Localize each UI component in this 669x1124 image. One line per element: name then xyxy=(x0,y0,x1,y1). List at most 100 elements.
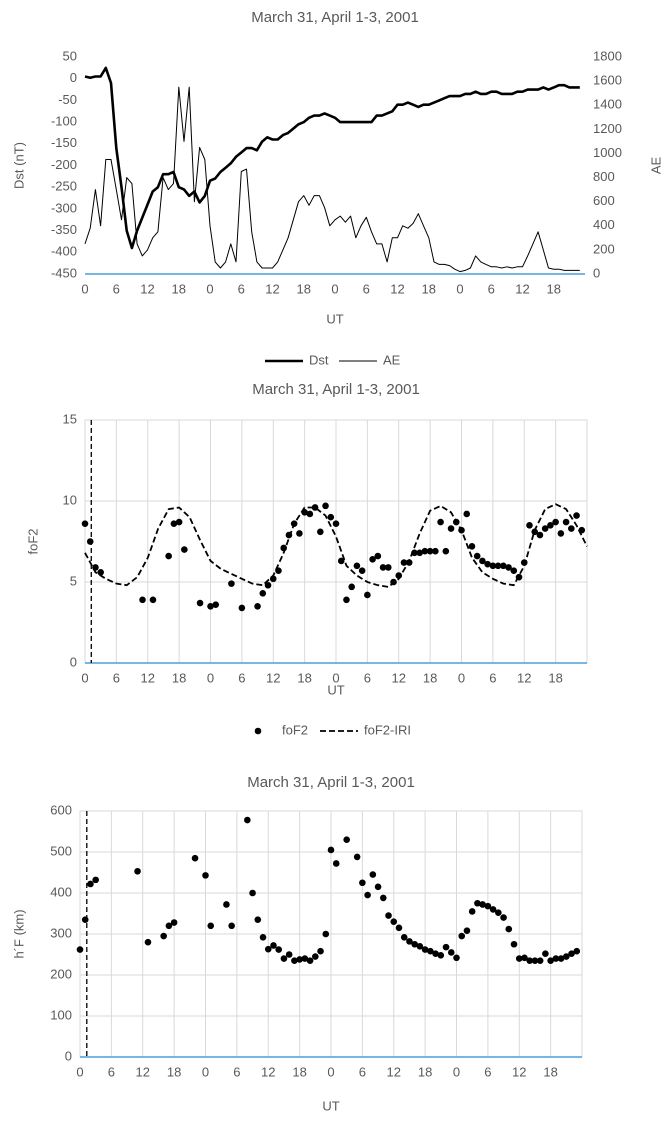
data-point xyxy=(139,596,146,604)
data-point xyxy=(379,564,387,571)
x-tick-label: 0 xyxy=(202,1064,209,1079)
data-point xyxy=(228,922,235,930)
y2-tick-label: 0 xyxy=(593,265,600,280)
data-point xyxy=(275,946,283,953)
y2-tick-label: 600 xyxy=(593,193,615,208)
x-tick-label: 0 xyxy=(456,281,463,296)
y-tick-label: 10 xyxy=(63,492,77,507)
x-tick-label: 6 xyxy=(108,1064,115,1079)
data-point xyxy=(390,918,398,925)
data-point xyxy=(359,879,366,887)
data-point xyxy=(317,528,324,536)
x-axis-title: UT xyxy=(322,1098,339,1113)
x-tick-label: 18 xyxy=(172,281,186,296)
y-tick-label: -350 xyxy=(51,222,77,237)
data-point xyxy=(86,538,94,545)
y-tick-label: 0 xyxy=(70,70,77,85)
y-tick-label: 0 xyxy=(65,1048,72,1063)
x-tick-label: 6 xyxy=(488,281,495,296)
data-point xyxy=(170,520,178,527)
data-point xyxy=(369,556,376,563)
y-tick-label: -150 xyxy=(51,135,77,150)
data-point xyxy=(202,872,209,879)
data-point xyxy=(552,955,560,962)
y-tick-label: -50 xyxy=(58,92,77,107)
data-point xyxy=(92,876,99,884)
data-line xyxy=(84,86,580,273)
data-point xyxy=(515,955,523,962)
chart-title: March 31, April 1-3, 2001 xyxy=(251,9,419,26)
y-tick-label: 100 xyxy=(50,1007,72,1022)
data-point xyxy=(479,557,486,565)
x-tick-label: 18 xyxy=(297,670,311,685)
x-tick-label: 0 xyxy=(458,670,465,685)
data-point xyxy=(432,547,439,555)
data-point xyxy=(494,562,502,570)
data-point xyxy=(81,520,89,527)
data-point xyxy=(562,518,570,526)
data-point xyxy=(510,940,518,948)
y-tick-label: 15 xyxy=(63,411,77,426)
data-point xyxy=(296,956,303,963)
data-point xyxy=(563,953,570,960)
data-point xyxy=(81,916,89,923)
y-tick-label: 0 xyxy=(70,654,77,669)
x-tick-label: 0 xyxy=(327,1064,334,1079)
data-point xyxy=(447,525,455,532)
data-point xyxy=(264,581,272,589)
x-axis-title: UT xyxy=(327,682,344,697)
y-tick-label: 5 xyxy=(70,573,77,588)
data-point xyxy=(484,902,492,910)
x-tick-label: 12 xyxy=(517,670,531,685)
x-tick-label: 12 xyxy=(515,281,529,296)
data-point xyxy=(468,908,476,915)
data-point xyxy=(374,883,382,891)
data-point xyxy=(191,854,199,862)
data-point xyxy=(526,522,533,529)
data-point xyxy=(447,949,455,956)
data-point xyxy=(468,543,476,550)
data-point xyxy=(400,933,408,941)
data-point xyxy=(170,919,178,926)
x-tick-label: 18 xyxy=(548,670,562,685)
x-tick-label: 6 xyxy=(113,670,120,685)
data-point xyxy=(207,603,214,610)
data-point xyxy=(489,562,497,570)
data-point xyxy=(149,596,157,604)
data-point xyxy=(495,909,502,916)
y-tick-label: 500 xyxy=(50,843,72,858)
data-point xyxy=(296,530,303,537)
data-point xyxy=(395,924,403,932)
data-point xyxy=(421,946,429,953)
data-point xyxy=(343,596,350,604)
data-point xyxy=(144,938,152,946)
data-point xyxy=(306,957,314,964)
data-point xyxy=(568,525,575,532)
x-tick-label: 18 xyxy=(422,281,436,296)
x-tick-label: 6 xyxy=(484,1064,491,1079)
data-point xyxy=(264,945,272,953)
data-point xyxy=(322,502,329,510)
data-point xyxy=(327,513,335,521)
data-point xyxy=(473,552,481,560)
y-tick-label: -200 xyxy=(51,157,77,172)
data-point xyxy=(384,564,392,571)
data-line xyxy=(84,66,580,250)
x-tick-label: 0 xyxy=(206,281,213,296)
x-tick-label: 12 xyxy=(266,670,280,685)
y-tick-label: -100 xyxy=(51,114,77,129)
x-tick-label: 18 xyxy=(172,670,186,685)
data-point xyxy=(181,546,188,553)
y2-tick-label: 200 xyxy=(593,241,615,256)
data-point xyxy=(442,547,450,555)
data-point xyxy=(437,518,444,526)
data-point xyxy=(500,562,507,570)
data-point xyxy=(573,947,581,955)
data-point xyxy=(500,914,507,921)
x-tick-label: 0 xyxy=(332,670,339,685)
data-point xyxy=(291,957,298,964)
data-point xyxy=(416,549,423,557)
x-tick-label: 12 xyxy=(261,1064,275,1079)
x-tick-label: 12 xyxy=(392,670,406,685)
